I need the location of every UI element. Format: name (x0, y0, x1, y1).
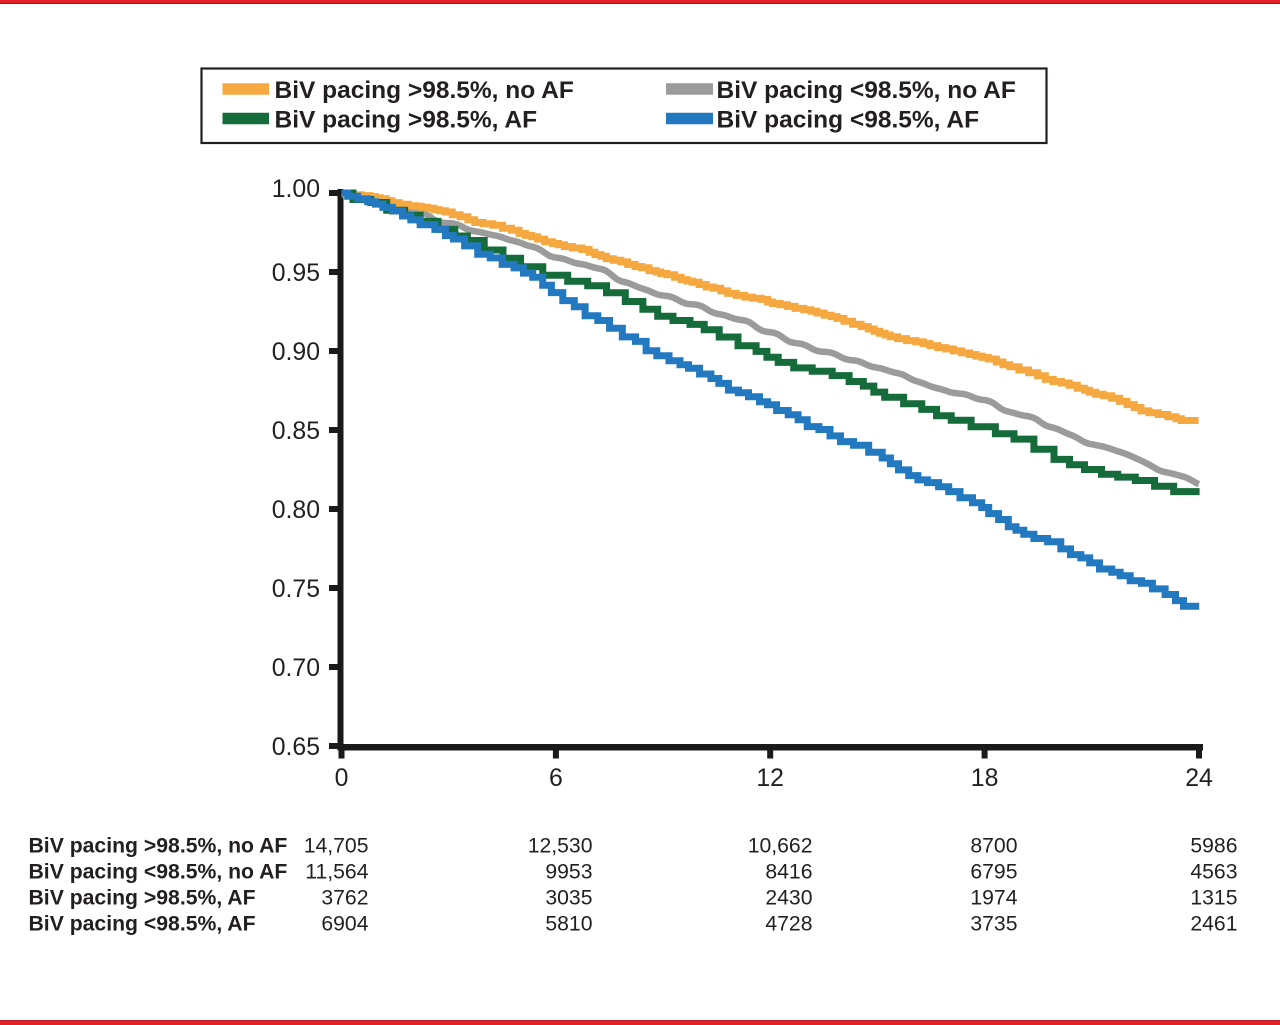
svg-text:BiV pacing <98.5%, no AF: BiV pacing <98.5%, no AF (717, 77, 1016, 104)
svg-text:4563: 4563 (1190, 861, 1237, 884)
svg-text:BiV pacing >98.5%, AF: BiV pacing >98.5%, AF (275, 106, 538, 133)
svg-text:1.00: 1.00 (272, 176, 320, 203)
svg-text:8416: 8416 (765, 861, 812, 884)
svg-text:0: 0 (335, 765, 349, 792)
svg-text:1974: 1974 (970, 886, 1017, 909)
svg-text:BiV pacing <98.5%, AF: BiV pacing <98.5%, AF (29, 912, 256, 935)
svg-text:6795: 6795 (970, 861, 1017, 884)
svg-text:0.75: 0.75 (272, 576, 320, 603)
svg-text:BiV pacing <98.5%, no AF: BiV pacing <98.5%, no AF (29, 861, 288, 884)
svg-text:3035: 3035 (545, 886, 592, 909)
svg-text:4728: 4728 (765, 912, 812, 935)
svg-text:0.70: 0.70 (272, 655, 320, 682)
svg-text:BiV pacing >98.5%, no AF: BiV pacing >98.5%, no AF (29, 835, 288, 858)
svg-text:5986: 5986 (1190, 835, 1237, 858)
svg-text:18: 18 (971, 765, 999, 792)
svg-text:10,662: 10,662 (748, 835, 813, 858)
svg-text:5810: 5810 (545, 912, 592, 935)
svg-text:24: 24 (1185, 765, 1213, 792)
svg-text:11,564: 11,564 (305, 861, 368, 884)
svg-text:0.95: 0.95 (272, 260, 320, 287)
svg-text:14,705: 14,705 (304, 835, 369, 858)
svg-text:BiV pacing >98.5%, no AF: BiV pacing >98.5%, no AF (275, 77, 574, 104)
svg-text:BiV pacing >98.5%, AF: BiV pacing >98.5%, AF (29, 886, 256, 909)
svg-text:2430: 2430 (765, 886, 812, 909)
svg-text:6: 6 (549, 765, 563, 792)
svg-text:9953: 9953 (545, 861, 592, 884)
svg-text:BiV pacing <98.5%, AF: BiV pacing <98.5%, AF (717, 106, 980, 133)
svg-text:6904: 6904 (321, 912, 368, 935)
svg-text:0.80: 0.80 (272, 497, 320, 524)
svg-text:12,530: 12,530 (528, 835, 593, 858)
svg-text:8700: 8700 (970, 835, 1017, 858)
svg-text:12: 12 (756, 765, 784, 792)
svg-text:0.65: 0.65 (272, 734, 320, 761)
svg-text:3735: 3735 (970, 912, 1017, 935)
svg-text:2461: 2461 (1190, 912, 1237, 935)
svg-text:0.85: 0.85 (272, 418, 320, 445)
svg-text:1315: 1315 (1190, 886, 1237, 909)
svg-text:3762: 3762 (321, 886, 368, 909)
svg-text:0.90: 0.90 (272, 339, 320, 366)
